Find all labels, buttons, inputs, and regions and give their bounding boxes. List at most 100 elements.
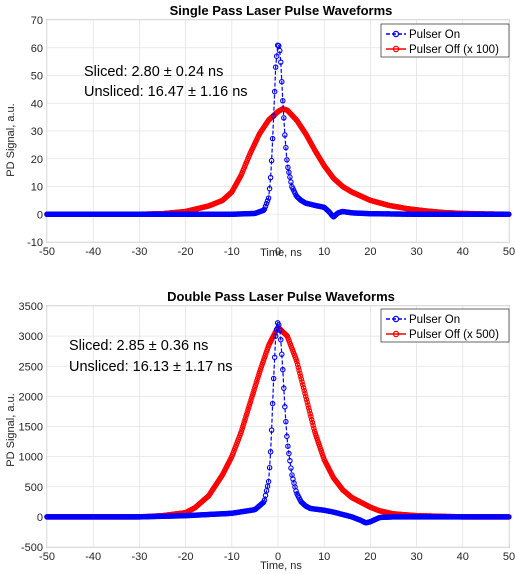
data-point	[288, 465, 294, 471]
data-point	[239, 426, 245, 432]
data-point	[266, 464, 273, 471]
x-tick-label: 40	[457, 246, 469, 258]
legend-marker-pulser-off	[392, 45, 400, 53]
plot-area	[44, 42, 512, 220]
data-point	[286, 450, 292, 457]
data-point	[243, 414, 249, 420]
data-point	[293, 356, 299, 363]
data-point	[283, 418, 289, 425]
data-point	[296, 367, 302, 374]
data-point	[263, 200, 270, 207]
data-point	[270, 113, 277, 119]
data-point	[282, 403, 288, 410]
y-axis-label: PD Signal, a.u.	[5, 103, 17, 176]
data-point	[297, 373, 304, 379]
single-pass-chart: Single Pass Laser Pulse Waveforms Time, …	[5, 3, 515, 259]
data-point	[302, 393, 309, 400]
data-point	[304, 399, 310, 405]
y-tick-label: 50	[31, 71, 43, 83]
y-tick-label: 40	[31, 98, 43, 110]
legend-label-pulser-on: Pulser On	[409, 29, 460, 41]
data-point	[284, 433, 290, 440]
y-tick-label: 3000	[19, 331, 43, 343]
data-point	[271, 354, 278, 361]
data-point	[280, 366, 286, 373]
y-tick-label: 0	[37, 512, 43, 524]
x-tick-label: -50	[39, 551, 55, 563]
data-point	[255, 373, 262, 379]
x-tick-label: 0	[275, 551, 281, 563]
chart-title: Double Pass Laser Pulse Waveforms	[167, 289, 395, 304]
y-tick-label: 3500	[19, 301, 43, 313]
gridlines	[46, 305, 510, 548]
x-tick-label: 0	[275, 246, 281, 258]
y-tick-label: 500	[25, 482, 43, 494]
data-point	[265, 195, 272, 201]
y-tick-label: 70	[31, 15, 43, 27]
data-point	[261, 206, 268, 212]
data-point	[251, 387, 257, 394]
data-point	[285, 443, 291, 449]
legend-marker-pulser-off	[392, 330, 400, 338]
plot-area	[44, 320, 512, 526]
legend-label-pulser-off: Pulser Off (x 500)	[409, 329, 499, 341]
data-point	[240, 421, 247, 427]
x-axis-label: Time, ns	[260, 247, 302, 259]
legend-label-pulser-on: Pulser On	[409, 314, 460, 326]
x-tick-label: 10	[318, 551, 330, 563]
data-point	[294, 358, 300, 365]
y-axis-label: PD Signal, a.u.	[5, 393, 17, 466]
data-point	[269, 135, 276, 142]
data-point	[238, 428, 245, 435]
data-point	[270, 375, 277, 382]
x-tick-label: 20	[364, 246, 376, 258]
data-point	[302, 390, 308, 397]
x-tick-label: -20	[178, 246, 194, 258]
y-tick-label: 60	[31, 43, 43, 55]
data-point	[306, 408, 313, 414]
data-point	[246, 404, 252, 410]
data-point	[287, 458, 293, 464]
data-point	[241, 418, 248, 425]
x-tick-label: -40	[85, 246, 101, 258]
data-point	[311, 425, 317, 431]
data-point	[310, 422, 316, 429]
x-axis-label: Time, ns	[260, 560, 302, 572]
data-point	[244, 409, 251, 415]
data-point	[249, 394, 255, 401]
data-point	[295, 364, 302, 371]
x-tick-label: 30	[410, 551, 422, 563]
data-point	[281, 115, 287, 121]
data-point	[287, 174, 293, 180]
x-tick-label: -50	[39, 246, 55, 258]
x-tick-label: -10	[224, 551, 240, 563]
data-point	[277, 47, 283, 54]
y-tick-label: -10	[27, 237, 43, 249]
data-point	[268, 157, 275, 164]
data-point	[278, 59, 284, 65]
data-point	[278, 336, 284, 343]
data-point	[250, 390, 256, 396]
data-point	[305, 402, 311, 408]
data-point	[300, 382, 306, 388]
y-tick-label: 20	[31, 154, 43, 166]
x-tick-label: -40	[85, 551, 101, 563]
x-tick-label: -20	[178, 551, 194, 563]
y-tick-label: 2500	[19, 361, 43, 373]
data-point	[268, 427, 275, 433]
data-point	[309, 419, 316, 426]
data-point	[254, 377, 260, 384]
data-point	[253, 380, 259, 386]
x-tick-label: 50	[503, 246, 515, 258]
legend-box	[380, 308, 510, 343]
data-point	[311, 428, 318, 434]
data-point	[282, 132, 288, 138]
data-point	[279, 351, 285, 358]
series-pulser-on	[44, 42, 512, 220]
data-point	[249, 392, 256, 398]
x-tick-label: 30	[410, 246, 422, 258]
data-point	[308, 413, 314, 420]
data-point	[247, 399, 254, 406]
data-point	[280, 98, 286, 104]
